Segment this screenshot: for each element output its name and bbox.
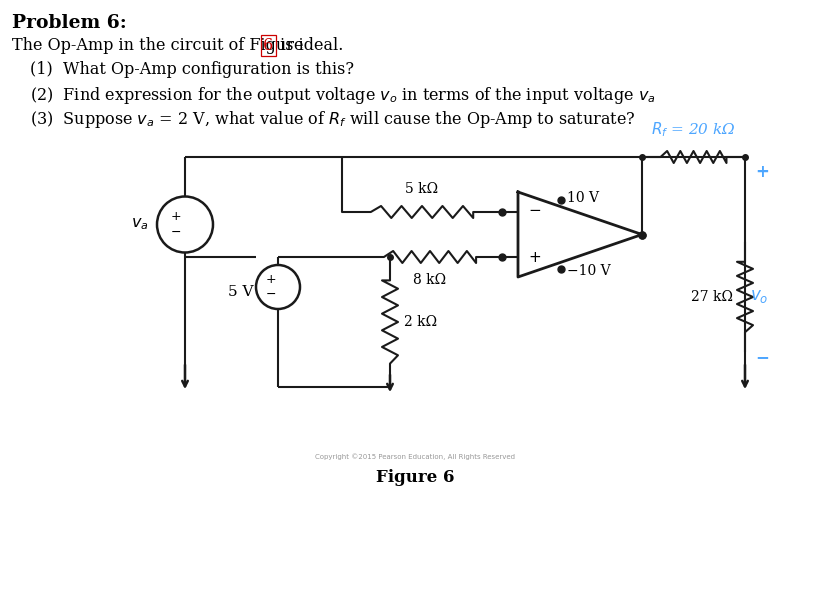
Text: 2 kΩ: 2 kΩ: [404, 315, 437, 329]
Text: +: +: [754, 163, 768, 181]
Text: is ideal.: is ideal.: [274, 37, 343, 54]
Text: −: −: [265, 287, 276, 301]
Text: Copyright ©2015 Pearson Education, All Rights Reserved: Copyright ©2015 Pearson Education, All R…: [314, 453, 514, 460]
Text: 5 V: 5 V: [229, 285, 254, 299]
Text: 5 kΩ: 5 kΩ: [405, 182, 438, 196]
Text: −: −: [170, 226, 181, 239]
Text: −: −: [754, 348, 768, 366]
Text: +: +: [527, 250, 540, 266]
Text: $v_a$: $v_a$: [131, 217, 149, 232]
Text: Figure 6: Figure 6: [375, 469, 454, 486]
Text: +: +: [265, 273, 276, 287]
Text: (2)  Find expression for the output voltage $v_o$ in terms of the input voltage : (2) Find expression for the output volta…: [30, 85, 654, 106]
Text: Problem 6:: Problem 6:: [12, 14, 127, 32]
Text: $v_o$: $v_o$: [749, 289, 767, 306]
Text: −10 V: −10 V: [567, 264, 610, 278]
Text: 27 kΩ: 27 kΩ: [690, 290, 732, 304]
Text: −: −: [527, 203, 540, 218]
Text: $R_f$ = 20 kΩ: $R_f$ = 20 kΩ: [650, 120, 735, 139]
Text: The Op-Amp in the circuit of Figure: The Op-Amp in the circuit of Figure: [12, 37, 303, 54]
Text: +: +: [170, 210, 181, 223]
Text: 8 kΩ: 8 kΩ: [413, 273, 446, 287]
Text: 6: 6: [263, 37, 273, 54]
Text: (3)  Suppose $v_a$ = 2 V, what value of $R_f$ will cause the Op-Amp to saturate?: (3) Suppose $v_a$ = 2 V, what value of $…: [30, 109, 635, 130]
Text: (1)  What Op-Amp configuration is this?: (1) What Op-Amp configuration is this?: [30, 61, 354, 78]
Text: 10 V: 10 V: [567, 191, 599, 205]
